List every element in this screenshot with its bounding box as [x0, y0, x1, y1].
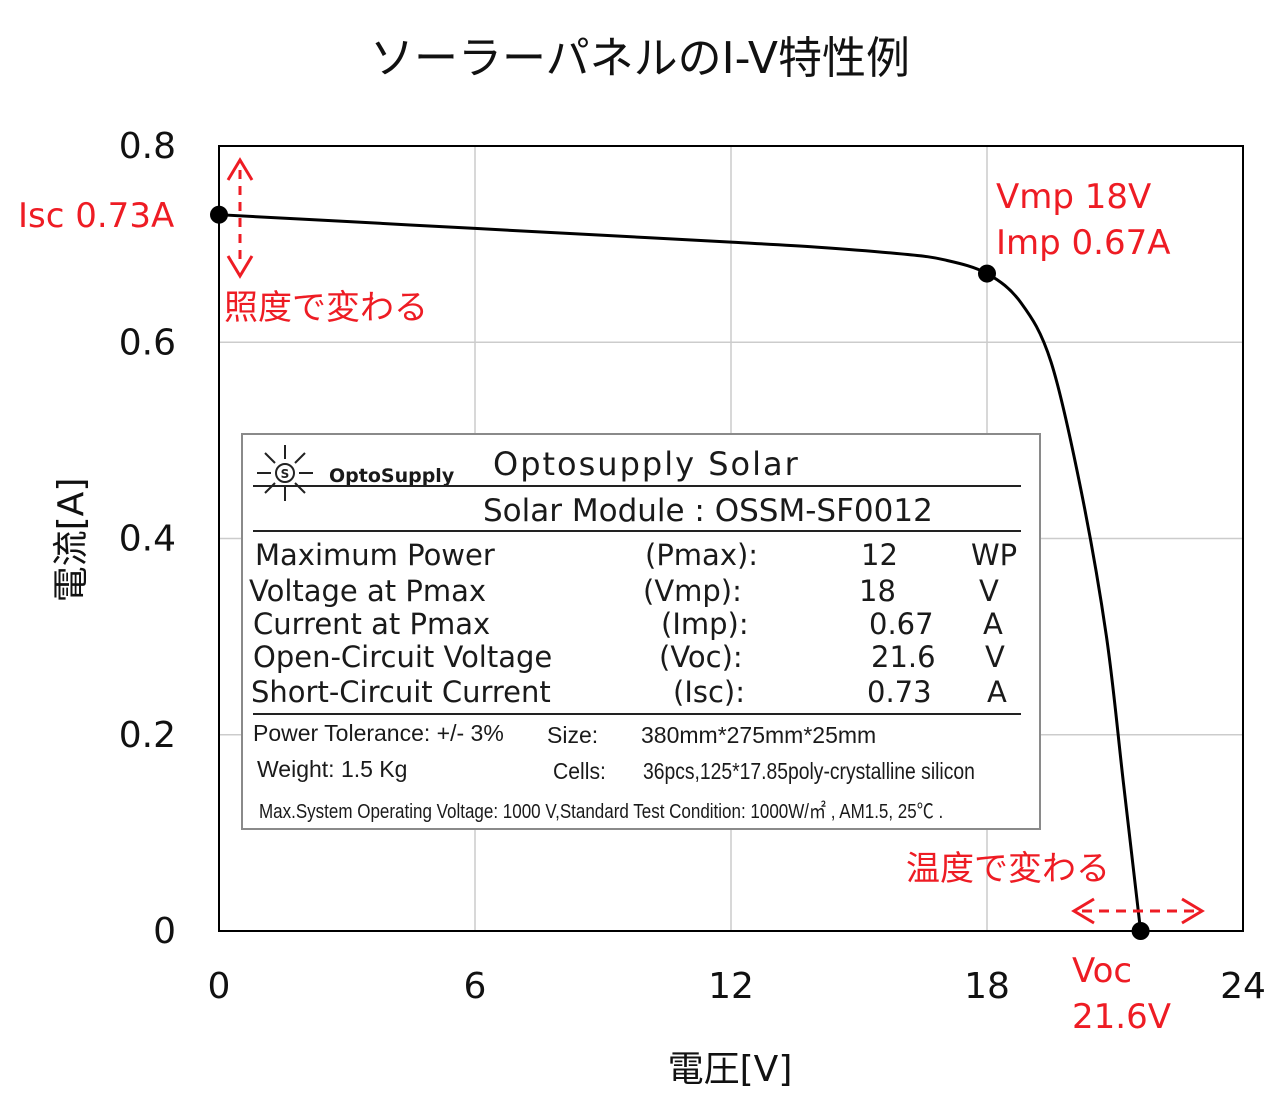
series-line	[218, 213, 1143, 932]
arrow-head-left	[1071, 897, 1095, 925]
data-point	[978, 264, 996, 283]
spec-unit: WP	[971, 538, 1018, 572]
x-axis-label: 電圧[V]	[667, 1049, 793, 1090]
voc-label: Voc	[1072, 951, 1133, 991]
spec-symbol: (Isc):	[673, 675, 746, 709]
spec-label: Open-Circuit Voltage	[253, 640, 553, 674]
x-tick-label: 24	[1220, 966, 1266, 1007]
weight: Weight: 1.5 Kg	[257, 756, 408, 782]
x-tick-label: 0	[208, 966, 231, 1007]
spec-row: Maximum Power (Pmax): 12 WP	[243, 538, 1039, 572]
spec-value: 0.67	[869, 607, 934, 641]
y-tick-label: 0.2	[119, 715, 176, 756]
y-tick-label: 0.6	[119, 322, 176, 363]
spec-label: Maximum Power	[255, 538, 495, 572]
vmp-annotation: Vmp 18V	[996, 177, 1152, 217]
arrow-head-right	[1181, 897, 1205, 925]
spec-value: 0.73	[867, 675, 932, 709]
spec-row: Voltage at Pmax (Vmp): 18 V	[243, 574, 1039, 608]
chart-title: ソーラーパネルのI-V特性例	[370, 33, 910, 84]
model-name: Solar Module : OSSM-SF0012	[483, 493, 933, 529]
spec-unit: V	[985, 640, 1005, 674]
y-axis-label: 電流[A]	[51, 477, 92, 603]
spec-row: Current at Pmax (Imp): 0.67 A	[243, 607, 1039, 641]
illuminance-note: 照度で変わる	[224, 288, 428, 328]
key-points	[210, 205, 1150, 940]
temperature-note: 温度で変わる	[906, 849, 1110, 889]
spec-value: 12	[861, 538, 898, 572]
size-label: Size:	[547, 722, 599, 748]
spec-unit: A	[987, 675, 1007, 709]
spec-symbol: (Voc):	[659, 640, 743, 674]
spec-symbol: (Imp):	[661, 607, 749, 641]
spec-row: Open-Circuit Voltage (Voc): 21.6 V	[243, 640, 1039, 674]
voc-value: 21.6V	[1072, 997, 1171, 1037]
logo-text: OptoSupply	[329, 465, 455, 487]
x-tick-label: 18	[964, 966, 1010, 1007]
data-point	[210, 205, 228, 224]
power-tolerance: Power Tolerance: +/- 3%	[253, 720, 504, 746]
solar-module-nameplate: S OptoSupply Optosupply Solar Solar Modu…	[241, 433, 1041, 830]
x-tick-label: 6	[464, 966, 487, 1007]
spec-unit: V	[979, 574, 999, 608]
imp-annotation: Imp 0.67A	[996, 223, 1171, 263]
spec-unit: A	[983, 607, 1003, 641]
divider	[253, 530, 1021, 532]
spec-value: 21.6	[871, 640, 936, 674]
divider	[253, 713, 1021, 715]
data-point	[1131, 922, 1150, 940]
arrow-head-up	[226, 157, 254, 181]
plot-frame	[218, 145, 1244, 932]
y-tick-label: 0.8	[119, 126, 176, 167]
optosupply-sun-logo-icon: S	[257, 445, 313, 501]
spec-label: Current at Pmax	[253, 607, 491, 641]
divider	[253, 485, 1021, 487]
y-tick-label: 0	[153, 911, 176, 952]
spec-label: Short-Circuit Current	[251, 675, 551, 709]
size-value: 380mm*275mm*25mm	[641, 722, 877, 748]
annotation-arrows	[226, 157, 1205, 925]
system-conditions: Max.System Operating Voltage: 1000 V,Sta…	[259, 801, 944, 823]
svg-text:S: S	[281, 467, 290, 481]
x-tick-label: 12	[708, 966, 754, 1007]
spec-value: 18	[859, 574, 896, 608]
cells-label: Cells:	[553, 758, 606, 784]
cells-value: 36pcs,125*17.85poly-crystalline silicon	[643, 758, 975, 784]
spec-symbol: (Vmp):	[643, 574, 742, 608]
y-tick-label: 0.4	[119, 519, 176, 560]
brand-name: Optosupply Solar	[493, 445, 800, 483]
isc-annotation: Isc 0.73A	[18, 196, 175, 236]
arrow-head-down	[226, 255, 254, 279]
spec-label: Voltage at Pmax	[249, 574, 487, 608]
spec-symbol: (Pmax):	[645, 538, 759, 572]
spec-row: Short-Circuit Current (Isc): 0.73 A	[243, 675, 1039, 709]
